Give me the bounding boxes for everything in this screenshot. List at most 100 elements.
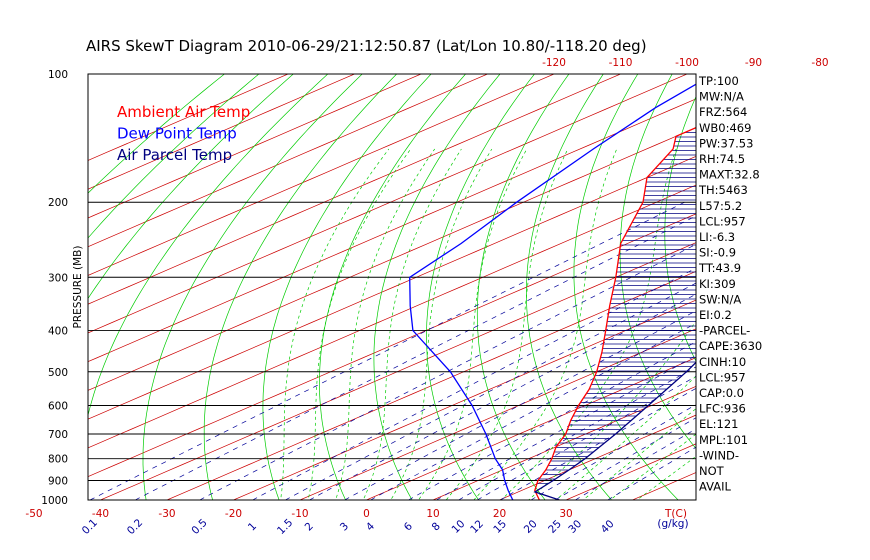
mixing-ratio-tick-label: 15 [491,518,509,536]
index-value: LFC:936 [699,402,746,416]
dry-adiabat-line [262,74,432,500]
temperature-tick-label: 30 [559,508,572,520]
index-value: LI:-6.3 [699,230,735,244]
plot-border [87,73,697,501]
isotherm-line [366,357,696,500]
mixing-ratio-tick-label: 2 [303,520,316,533]
pressure-tick-label: 400 [48,325,68,337]
pressure-tick-label: 600 [48,400,68,412]
dry-adiabat-line [88,74,225,194]
mixing-ratio-line [135,215,696,500]
index-value: -PARCEL- [699,324,750,338]
isotherm-line [88,74,621,305]
mixing-ratio-tick-label: 25 [546,518,564,536]
index-value: SI:-0.9 [699,246,736,260]
index-value: EI:0.2 [699,308,732,322]
mixing-ratio-line [285,282,696,500]
mixing-ratio-line [607,446,696,500]
y-axis-label: PRESSURE (MB) [72,245,84,328]
dry-adiabat-line [88,74,294,300]
index-value: TP:100 [698,74,739,88]
index-value: MW:N/A [699,90,744,104]
mixing-ratio-tick-label: 8 [430,520,443,533]
isotherm-line [166,270,696,500]
mixing-ratio-line [530,404,696,500]
dry-adiabat-line [619,74,696,450]
moist-adiabat-line [445,148,569,500]
pressure-tick-label: 100 [48,69,68,81]
index-value: -WIND- [699,448,739,462]
isotherm-line [88,74,688,334]
dry-adiabat-line [373,74,501,500]
dry-adiabat-line [203,74,397,500]
legend-entry: Air Parcel Temp [117,146,232,164]
grid-lines [88,74,870,500]
pressure-tick-label: 300 [48,272,68,284]
top-temperature-tick-label: -80 [811,57,828,69]
temperature-tick-label: 20 [493,508,506,520]
index-value: KI:309 [699,277,736,291]
temperature-unit-label: T(C) [664,508,687,520]
dry-adiabat-line [792,74,870,500]
ambient-temp-line [534,126,696,500]
mixing-ratio-line [408,341,696,500]
dry-adiabat-line [750,74,870,500]
isotherm-line [88,74,422,219]
mixing-ratio-tick-label: 12 [468,518,486,536]
top-temperature-tick-label: -100 [675,57,699,69]
moist-adiabat-line [362,148,462,500]
index-value: FRZ:564 [699,105,747,119]
index-value: MPL:101 [699,433,748,447]
index-value: TH:5463 [698,183,748,197]
isotherm-line [88,127,696,391]
dewpoint-line [409,83,696,500]
index-value: EL:121 [699,417,739,431]
cape-hatch [536,127,696,484]
isotherm-line [88,184,696,449]
index-value: LCL:957 [699,370,746,384]
temperature-tick-label: 10 [426,508,439,520]
isotherm-line [88,74,289,161]
pressure-tick-label: 200 [48,197,68,209]
temperature-tick-label: -10 [291,508,308,520]
dry-adiabat-line [426,74,535,500]
legend-entry: Dew Point Temp [117,125,237,143]
dry-adiabat-line [88,74,329,417]
index-value: AVAIL [699,480,732,494]
mixing-ratio-line [575,428,696,500]
moist-adiabat-line [335,148,435,500]
temperature-tick-label: -50 [25,508,42,520]
dry-adiabat-line [88,74,260,239]
dry-adiabat-line [142,74,363,500]
index-value: TT:43.9 [698,261,741,275]
pressure-tick-label: 800 [48,454,68,466]
sounding-curves [409,83,696,500]
mixing-ratio-line [344,310,696,500]
isotherm-line [100,242,696,500]
temperature-tick-label: -20 [225,508,242,520]
index-value: PW:37.53 [699,136,753,150]
mixing-ratio-line [436,355,696,500]
mixing-ratio-tick-label: 4 [364,520,377,533]
dry-adiabat-line [526,74,612,500]
mixing-ratio-tick-label: 20 [522,518,540,536]
isotherm-line [299,328,696,500]
isotherm-line [499,414,696,500]
dry-adiabat-line [664,95,696,363]
mixing-ratio-tick-label: 6 [402,520,415,533]
temperature-tick-label: 0 [363,508,370,520]
pressure-tick-label: 700 [48,429,68,441]
dry-adiabat-line [319,74,466,500]
top-temperature-tick-label: -90 [745,57,762,69]
isotherm-line [88,155,696,420]
moist-adiabat-line [390,148,493,500]
index-value: NOT [699,464,725,478]
index-value: CAP:0.0 [699,386,744,400]
isotherm-line [88,74,488,248]
dry-adiabat-line [476,74,570,500]
mixing-ratio-line [555,417,696,500]
plot-frame [87,73,697,501]
moist-adiabat-line [500,148,677,500]
